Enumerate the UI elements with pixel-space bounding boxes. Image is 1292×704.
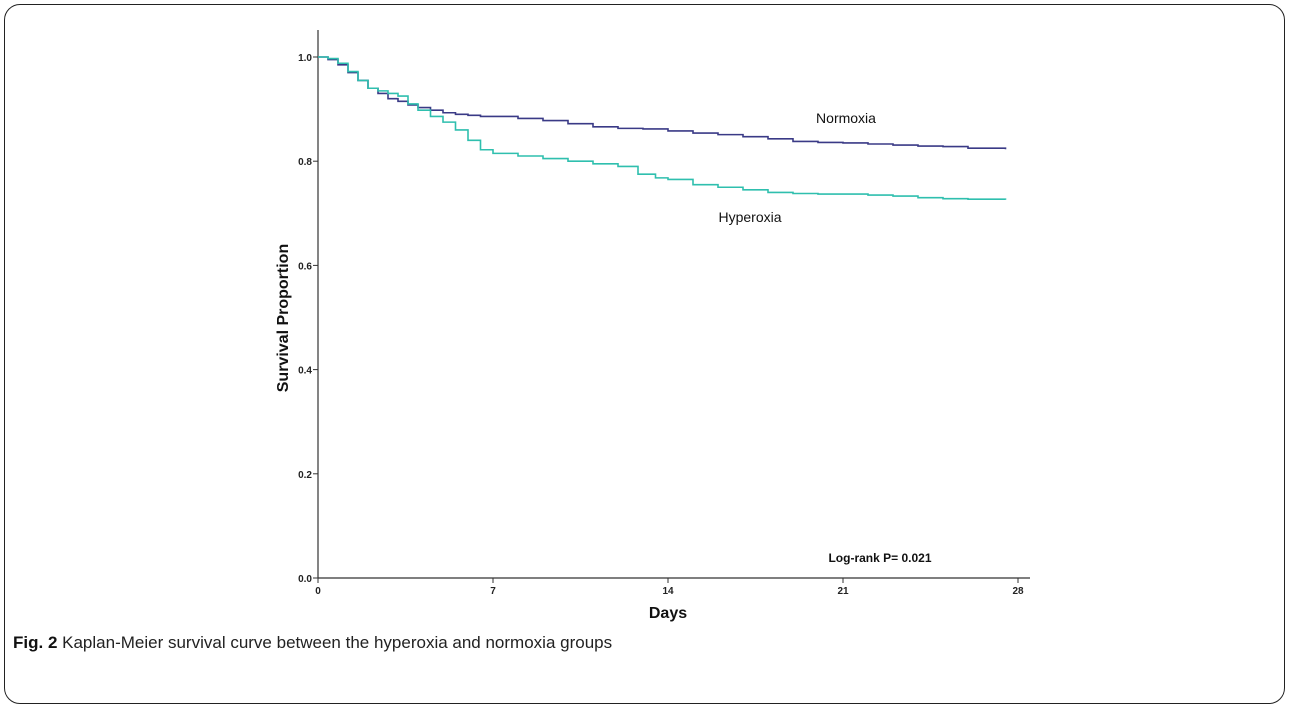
series-label-hyperoxia: Hyperoxia bbox=[718, 209, 781, 225]
x-tick-label: 14 bbox=[662, 586, 674, 597]
x-axis-title: Days bbox=[649, 605, 687, 622]
x-tick-label: 7 bbox=[490, 586, 496, 597]
x-tick-label: 21 bbox=[837, 586, 849, 597]
series-line-hyperoxia bbox=[318, 56, 1007, 201]
y-tick-label: 0.0 bbox=[298, 574, 312, 585]
y-axis-title: Survival Proportion bbox=[275, 244, 292, 392]
series-line-normoxia bbox=[318, 56, 1007, 150]
survival-chart: 0.0 0.2 0.4 0.6 0.8 1.0 0 7 14 21 28 Days Survival … bbox=[275, 30, 1030, 622]
y-tick-label: 0.2 bbox=[298, 470, 312, 481]
x-tick-label: 28 bbox=[1012, 586, 1024, 597]
y-tick-label: 0.4 bbox=[298, 366, 312, 377]
y-tick-label: 0.8 bbox=[298, 157, 312, 168]
figure-label: Fig. 2 bbox=[13, 633, 58, 652]
x-tick-label: 0 bbox=[315, 586, 321, 597]
series-label-normoxia: Normoxia bbox=[816, 110, 876, 126]
figure-caption: Fig. 2 Kaplan-Meier survival curve betwe… bbox=[13, 633, 612, 653]
y-tick-label: 0.6 bbox=[298, 261, 312, 272]
figure-caption-text: Kaplan-Meier survival curve between the … bbox=[62, 633, 613, 652]
y-tick-label: 1.0 bbox=[298, 53, 312, 64]
logrank-annotation: Log-rank P= 0.021 bbox=[828, 551, 931, 565]
labels: Days Survival Proportion Normoxia Hyperoxia… bbox=[275, 110, 932, 622]
axes: 0.0 0.2 0.4 0.6 0.8 1.0 0 7 14 21 28 bbox=[298, 30, 1030, 597]
curves bbox=[318, 56, 1007, 201]
